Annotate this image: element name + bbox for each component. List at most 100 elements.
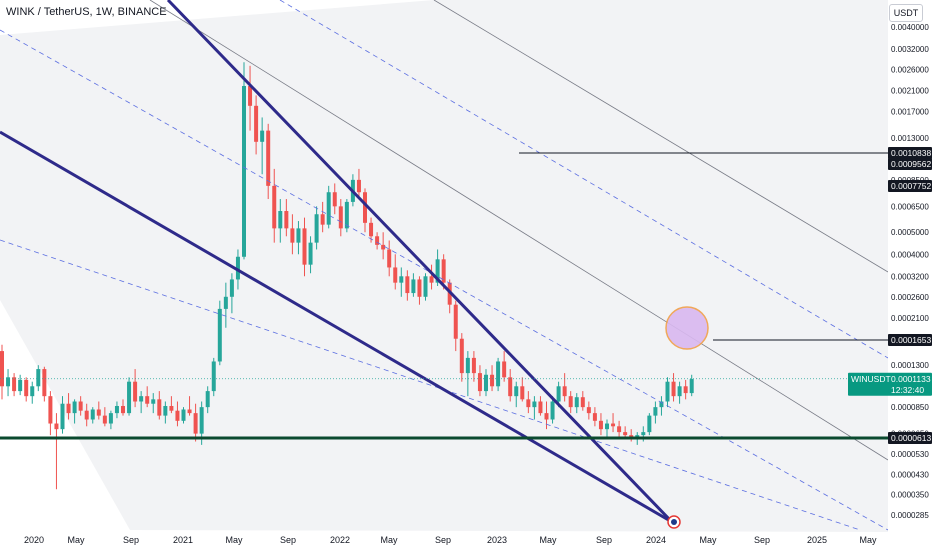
y-tick-label: 0.0000850 [891, 403, 929, 412]
y-tick-label: 0.0002600 [891, 293, 929, 302]
candle-body [42, 369, 47, 397]
x-tick-label: May [225, 535, 243, 545]
candle-body [429, 276, 434, 283]
last-price-symbol: WINUSDT [851, 374, 891, 384]
candle-body [48, 396, 53, 424]
candle-body [78, 401, 83, 411]
x-tick-label: May [539, 535, 557, 545]
candle-body [653, 407, 658, 416]
price-badge-label: 0.0010838 [891, 148, 931, 158]
candle-body [290, 228, 295, 243]
x-tick-label: Sep [754, 535, 770, 545]
candle-body [187, 409, 192, 414]
candle-body [139, 396, 144, 402]
candle-body [96, 409, 101, 416]
candle-body [121, 405, 125, 414]
candle-body [556, 386, 561, 402]
candle-body [562, 386, 567, 397]
price-badge-label: 0.0009562 [891, 159, 931, 169]
candle-body [278, 211, 283, 229]
x-tick-label: 2021 [173, 535, 193, 545]
candle-body [369, 222, 374, 237]
y-tick-label: 0.0006500 [891, 202, 929, 211]
candle-body [181, 409, 186, 421]
candle-body [465, 357, 470, 374]
channel-dashed-line [0, 29, 889, 531]
x-tick-label: 2024 [646, 535, 666, 545]
candle-body [102, 415, 107, 424]
y-tick-label: 0.0013000 [891, 134, 929, 143]
candle-body [60, 403, 65, 430]
y-tick-label: 0.0026000 [891, 66, 929, 75]
candle-body [423, 276, 428, 297]
y-tick-label: 0.0000530 [891, 450, 929, 459]
candles-layer [0, 62, 694, 490]
candle-body [254, 105, 259, 142]
candle-body [272, 185, 277, 229]
channel-dashed-line [0, 239, 861, 531]
candle-body [453, 304, 458, 339]
candle-body [484, 374, 488, 392]
candle-body [580, 397, 585, 408]
price-badge-label: 0.0001653 [891, 335, 931, 345]
price-badge [888, 147, 932, 159]
candle-body [211, 361, 216, 392]
candle-body [338, 206, 343, 229]
candle-body [689, 379, 694, 394]
candle-body [459, 338, 464, 374]
candle-body [260, 130, 265, 142]
wedge-upper-line [166, 0, 674, 524]
candle-body [133, 381, 138, 402]
currency-badge[interactable]: USDT [889, 4, 923, 22]
candle-body [223, 296, 228, 309]
x-tick-label: Sep [123, 535, 139, 545]
candle-body [36, 369, 41, 387]
candle-body [435, 259, 440, 283]
candle-body [441, 259, 446, 283]
y-tick-label: 0.0003200 [891, 272, 929, 281]
price-axis[interactable]: 0.0040000 0.0032000 0.0026000 0.0021000 0.00… [888, 0, 932, 550]
candle-body [381, 244, 386, 250]
candle-body [308, 242, 313, 265]
y-tick-label: 0.0005000 [891, 228, 929, 237]
candle-body [363, 192, 367, 223]
price-badge [888, 180, 932, 192]
candle-body [550, 401, 555, 420]
candle-body [24, 379, 29, 397]
candle-body [471, 357, 476, 374]
y-tick-label: 0.0002100 [891, 314, 929, 323]
candle-body [12, 377, 17, 392]
candle-body [568, 396, 573, 408]
last-price-value: 0.0001133 [891, 374, 931, 384]
candle-body [647, 415, 652, 433]
candle-body [163, 405, 168, 416]
candle-body [175, 410, 180, 421]
candle-body [671, 381, 676, 397]
candle-body [520, 386, 525, 400]
candle-body [266, 130, 271, 186]
x-tick-label: 2023 [487, 535, 507, 545]
chart-title: WINK / TetherUS, 1W, BINANCE [6, 6, 167, 18]
candle-body [514, 386, 519, 397]
candle-body [526, 399, 531, 408]
x-tick-label: May [380, 535, 398, 545]
candle-body [538, 401, 543, 414]
price-badge [888, 334, 932, 346]
candle-body [665, 381, 670, 402]
candle-body [399, 276, 404, 283]
candle-body [411, 279, 416, 294]
candle-body [314, 214, 319, 243]
y-tick-label: 0.0040000 [891, 23, 929, 32]
channel-mid-line [149, 0, 889, 461]
candle-body [151, 399, 156, 404]
candle-body [332, 192, 337, 207]
candle-body [199, 407, 204, 434]
candle-body [302, 228, 307, 265]
candle-body [508, 377, 513, 397]
candle-body [623, 432, 628, 436]
time-axis[interactable]: 2020 May Sep 2021 May Sep 2022 May Sep 2023 May Sep… [24, 535, 877, 545]
channel-upper-line [433, 0, 889, 273]
candle-body [248, 86, 253, 106]
candle-body [393, 267, 398, 283]
